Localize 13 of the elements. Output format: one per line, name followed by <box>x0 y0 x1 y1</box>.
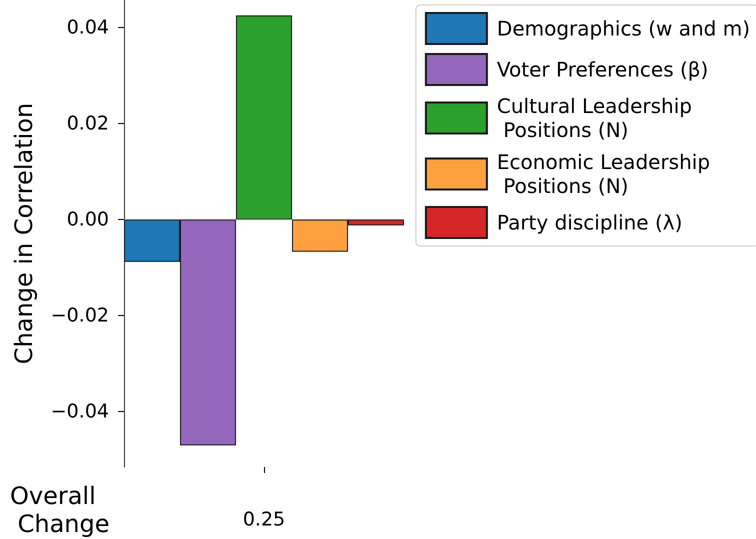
y-tick-label: 0.02 <box>66 112 109 134</box>
legend-label: Demographics (w and m) <box>496 16 750 40</box>
x-tick-label: 0.25 <box>242 508 286 530</box>
y-tick-label: 0.00 <box>66 208 109 231</box>
y-axis-title: Change in Correlation <box>10 102 38 364</box>
y-tick-label: 0.04 <box>66 16 109 38</box>
y-tick-label: −0.04 <box>50 400 109 423</box>
legend-label: Voter Preferences (β) <box>496 58 708 82</box>
legend-label: Cultural Leadership Positions (N) <box>496 94 692 142</box>
legend-label: Party discipline (λ) <box>496 210 682 234</box>
x-axis-title: Overall Change <box>10 482 110 538</box>
y-tick-label: −0.02 <box>50 304 109 327</box>
legend-label: Economic Leadership Positions (N) <box>496 150 710 198</box>
